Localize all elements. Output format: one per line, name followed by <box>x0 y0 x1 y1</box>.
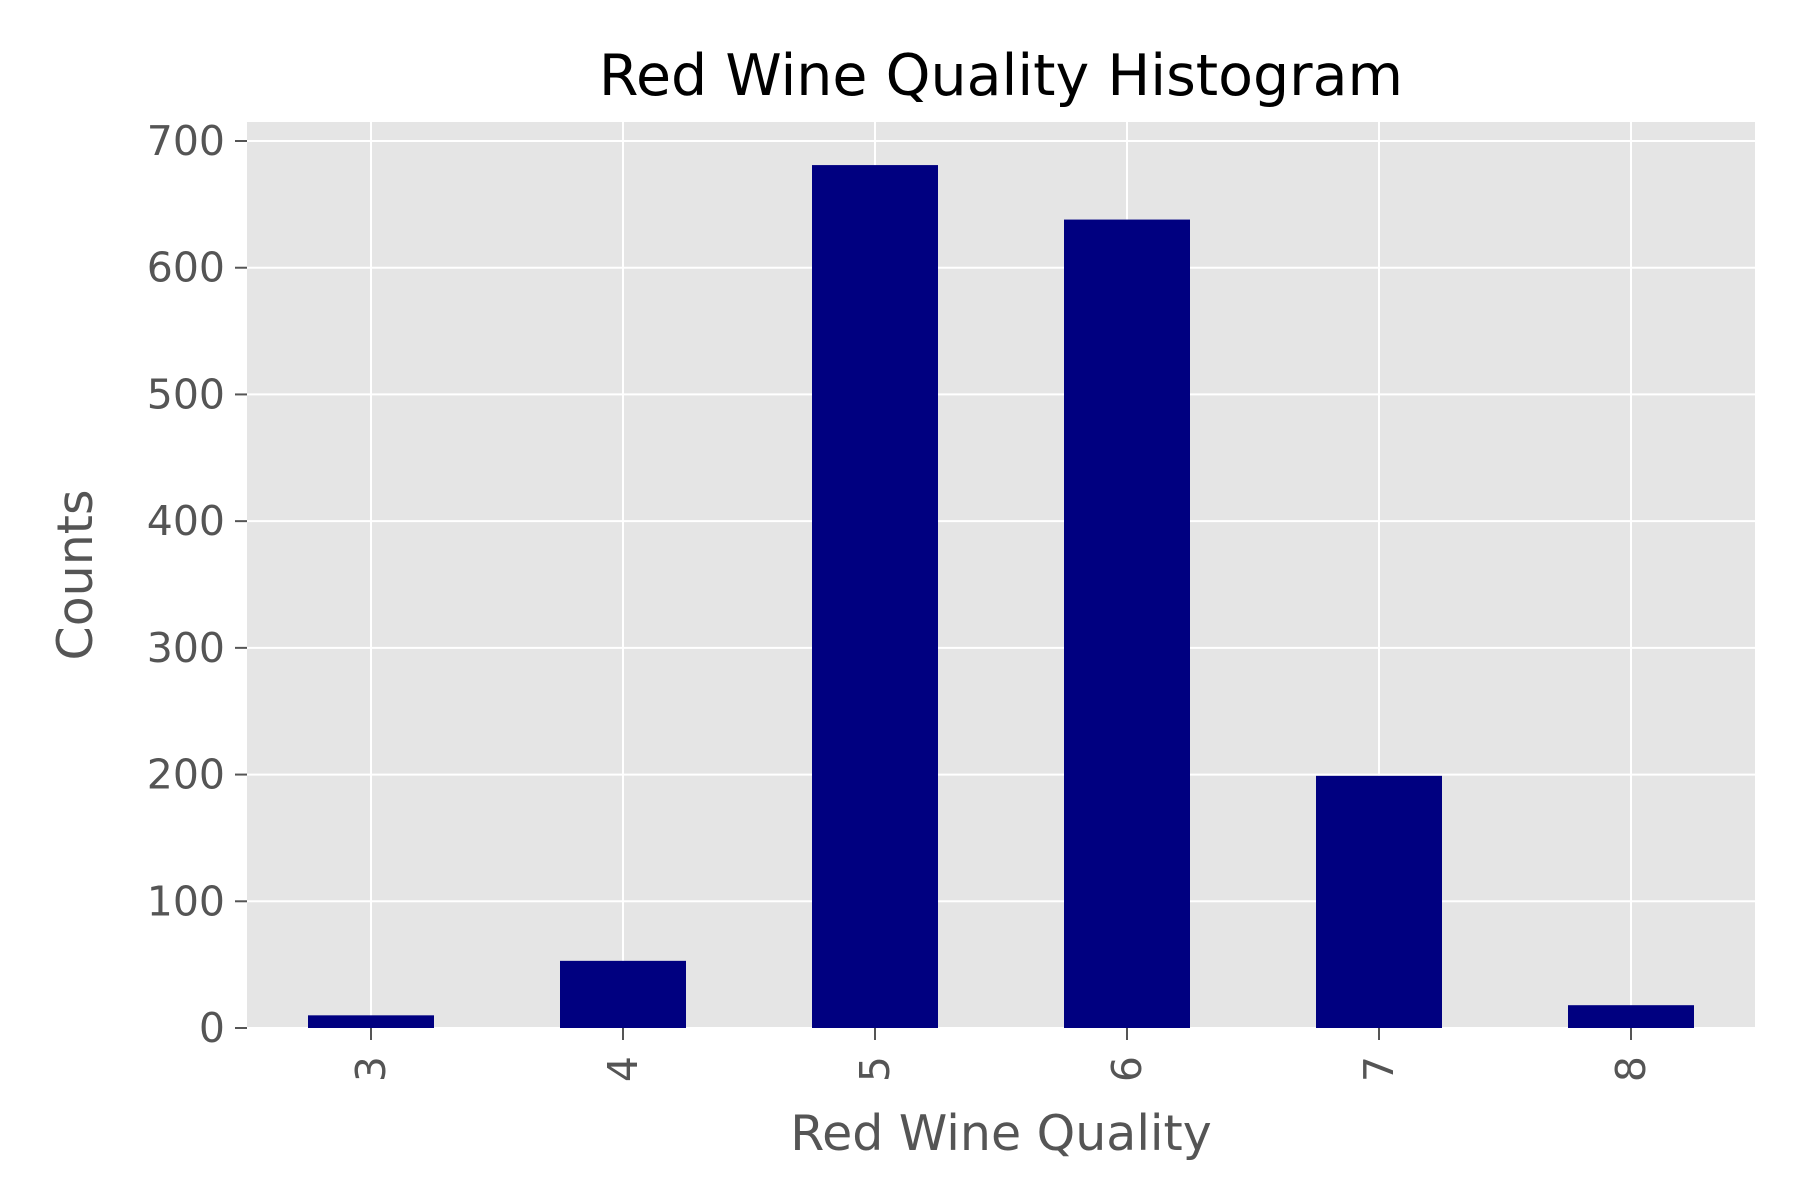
y-tick-label: 300 <box>147 624 225 672</box>
bar-6 <box>1064 219 1190 1029</box>
bar-8 <box>1568 1005 1694 1028</box>
plot-background <box>247 122 1755 1028</box>
x-tick-label: 5 <box>851 1056 899 1082</box>
y-tick-label: 200 <box>147 751 225 799</box>
bar-5 <box>812 165 938 1028</box>
y-tick-label: 400 <box>147 497 225 545</box>
x-axis-label: Red Wine Quality <box>790 1105 1212 1162</box>
bar-7 <box>1316 775 1442 1028</box>
y-tick-label: 700 <box>147 117 225 165</box>
bar-4 <box>560 960 686 1028</box>
x-tick-label: 6 <box>1103 1056 1151 1082</box>
y-tick-label: 0 <box>199 1004 225 1052</box>
y-tick-label: 100 <box>147 877 225 925</box>
chart-title: Red Wine Quality Histogram <box>599 43 1403 109</box>
y-tick-label: 500 <box>147 370 225 418</box>
x-tick-label: 3 <box>347 1056 395 1082</box>
x-tick-label: 8 <box>1607 1056 1655 1082</box>
bars <box>308 165 1694 1029</box>
y-tick-label: 600 <box>147 244 225 292</box>
x-tick-label: 4 <box>599 1056 647 1082</box>
bar-3 <box>308 1015 434 1028</box>
x-tick-label: 7 <box>1355 1056 1403 1082</box>
axis-ticks: 0 100 200 300 400 500 600 700 3 4 5 6 7 8 <box>147 117 1655 1082</box>
y-axis-label: Counts <box>47 489 104 660</box>
